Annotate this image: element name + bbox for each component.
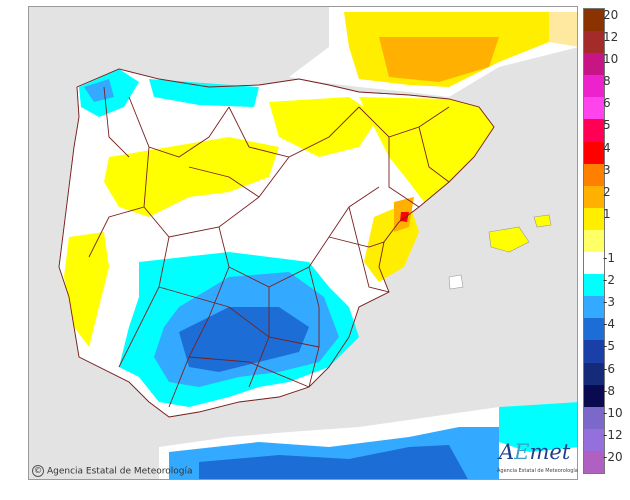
logo-subtitle: Agencia Estatal de Meteorología [497,468,578,474]
legend-tick-label: 12 [603,30,619,45]
legend-swatch [584,75,604,98]
legend-tick-label: -1 [603,251,615,266]
legend-swatch [584,450,604,474]
map-svg [29,7,577,479]
cold-area-north-africa [199,445,468,479]
legend-tick-label: 5 [603,118,611,133]
legend-swatch [584,296,604,319]
legend-swatch [584,318,604,341]
legend-tick-label: 4 [603,140,611,155]
copyright-text: Agencia Estatal de Meteorología [47,466,193,477]
legend-swatch [584,274,604,297]
legend-tick-label: 8 [603,74,611,89]
legend-swatch [584,229,604,253]
cool-area-algeria [499,402,577,452]
legend-tick-label: -20 [603,449,623,464]
legend-tick-label: 20 [603,8,619,22]
ibiza [448,274,464,290]
legend-tick-label: 1 [603,206,611,221]
logo-letter-e: E [514,440,530,464]
legend-tick-label: 3 [603,162,611,177]
legend-swatch [584,9,604,32]
warm-area-portugal [64,232,109,347]
legend-tick-label: -2 [603,273,615,288]
legend-swatch [584,207,604,231]
legend-swatch [584,119,604,143]
copyright-icon: © [32,465,44,477]
legend-swatch [584,163,604,187]
legend-swatch [584,406,604,430]
legend-swatch [584,252,604,275]
france-orange-zone [379,37,499,82]
legend-swatch [584,31,604,54]
legend-swatch [584,97,604,120]
legend-swatch [584,340,604,364]
legend-tick-label: 2 [603,184,611,199]
legend-swatch [584,384,604,408]
color-legend [583,8,605,474]
cooler-area-galicia [84,79,114,102]
legend-tick-label: -5 [603,339,615,354]
legend-tick-label: -8 [603,383,615,398]
copyright-notice: © Agencia Estatal de Meteorología [32,465,193,477]
legend-tick-label: 10 [603,52,619,67]
logo-letters-met: met [529,440,571,464]
anomaly-map [28,6,578,480]
logo-wordmark: AEmet [499,440,570,464]
legend-tick-label: -10 [603,405,623,420]
legend-tick-label: -6 [603,361,615,376]
legend-tick-label: 6 [603,96,611,111]
legend-tick-label: -12 [603,427,623,442]
legend-swatch [584,362,604,386]
legend-swatch [584,428,604,452]
aemet-logo: AEmet Agencia Estatal de Meteorología [493,440,578,478]
legend-swatch [584,185,604,209]
legend-tick-label: -4 [603,317,615,332]
logo-letter-a: A [499,440,515,464]
france-edge [549,12,577,47]
legend-swatch [584,53,604,76]
menorca [533,214,552,228]
mallorca [488,226,530,253]
legend-swatch [584,141,604,165]
province-borders [58,68,495,418]
warm-area-ebro [269,97,379,157]
cold-area-andalusia [179,307,309,372]
legend-tick-label: -3 [603,295,615,310]
warm-area-catalonia [359,97,494,202]
